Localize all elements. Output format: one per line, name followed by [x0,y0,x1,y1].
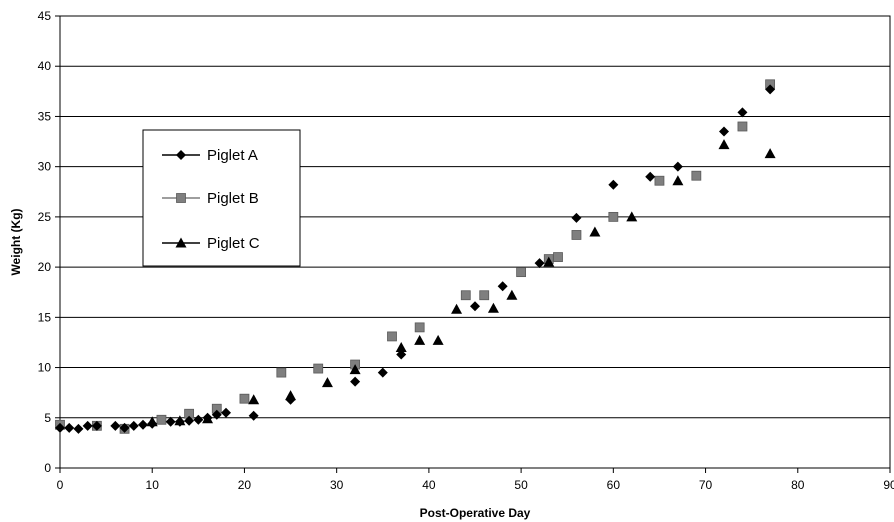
data-point [349,364,361,375]
data-point [73,423,84,434]
legend: Piglet A Piglet B Piglet C [142,129,301,267]
data-point [516,267,527,278]
y-tick-label: 40 [38,59,52,73]
data-point [396,349,407,360]
data-point [497,281,508,292]
x-axis-title: Post-Operative Day [420,506,531,520]
x-tick-label: 60 [607,478,621,492]
data-point [202,413,214,424]
legend-label: Piglet C [207,235,260,252]
data-point [64,422,75,433]
data-point [571,230,582,240]
data-point [165,416,176,427]
data-point [146,416,158,427]
y-tick-label: 30 [38,160,52,174]
x-tick-label: 10 [146,478,160,492]
data-point [543,256,555,267]
data-point [128,420,139,431]
legend-label: Piglet A [207,147,258,164]
data-point [156,414,167,425]
data-point [589,226,601,237]
data-point [55,422,65,433]
axis-ticks: 0 5 10 15 20 25 30 35 40 45 0 10 20 30 40 50 60 70 80 90 [38,9,894,492]
data-point [737,107,748,118]
data-point [487,302,499,313]
x-tick-label: 30 [330,478,344,492]
x-tick-label: 0 [57,478,64,492]
data-point [387,331,397,342]
data-point [350,376,361,387]
x-tick-label: 20 [238,478,252,492]
data-point [608,179,619,190]
y-tick-label: 35 [38,109,52,123]
data-point [718,139,730,150]
data-point [626,211,638,222]
plot-area-border [59,15,891,469]
data-point [470,301,480,312]
data-point [395,341,407,352]
data-point [248,410,259,421]
data-point [479,290,490,301]
data-point [174,415,186,426]
data-point [672,161,683,172]
x-tick-label: 90 [883,478,894,492]
data-point [534,258,545,269]
data-point [451,303,463,314]
y-tick-label: 25 [38,210,52,224]
data-point [414,334,426,345]
data-point [737,121,748,132]
data-point [82,420,93,431]
data-point [377,367,388,378]
data-point [110,420,121,431]
x-tick-label: 80 [791,478,805,492]
data-point [691,170,702,181]
y-tick-label: 5 [44,411,51,425]
data-point [119,422,130,433]
x-tick-label: 70 [699,478,713,492]
y-axis-title: Weight (Kg) [9,208,23,275]
data-point [645,171,656,182]
x-tick-label: 40 [422,478,436,492]
data-point [211,409,222,420]
y-tick-label: 10 [38,361,52,375]
legend-label: Piglet B [207,190,259,207]
series-piglet-c [146,139,776,427]
y-tick-label: 0 [44,461,51,475]
legend-entries: Piglet A Piglet B Piglet C [162,147,260,252]
data-point [432,334,444,345]
data-point [719,126,729,137]
data-point [506,289,518,300]
data-point [276,367,287,378]
data-point [248,394,260,405]
data-point [460,290,471,301]
y-tick-label: 15 [38,310,52,324]
y-tick-label: 20 [38,260,52,274]
data-point [654,175,665,186]
data-point [193,414,204,425]
data-point [608,211,619,222]
data-point [571,212,582,223]
data-point [221,407,231,418]
legend-marker [175,237,187,248]
data-point [321,377,333,388]
data-point [672,175,684,186]
data-point [91,420,102,431]
y-tick-label: 45 [38,9,52,23]
data-point [414,322,425,333]
legend-marker [176,193,186,203]
data-point [553,252,563,262]
data-point [184,415,195,426]
data-point [765,84,776,95]
data-point [285,390,297,401]
data-point [313,363,324,374]
legend-marker [176,150,186,160]
x-tick-label: 50 [514,478,528,492]
data-point [239,393,250,404]
data-points [55,79,776,434]
data-point [138,419,148,430]
data-point [764,148,776,159]
